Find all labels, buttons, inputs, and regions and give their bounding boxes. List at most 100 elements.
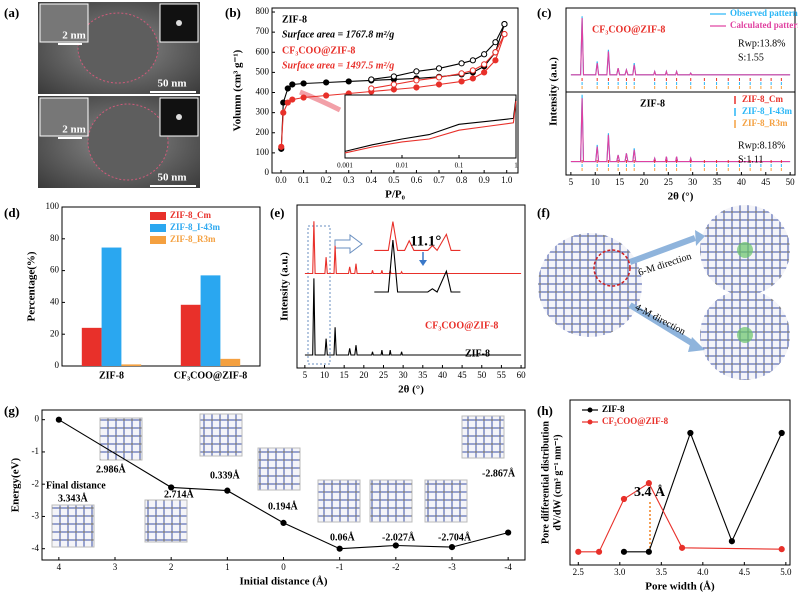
y-tick-label: -1	[32, 446, 40, 456]
x-tick-label: 3.5	[656, 567, 668, 577]
point	[481, 61, 488, 68]
structure-thumbnail	[144, 499, 188, 543]
point	[481, 69, 488, 76]
y-tick-label: 600	[256, 46, 270, 56]
arrow-head	[695, 230, 705, 246]
structure-thumbnail	[99, 417, 143, 461]
scale-label: 50 nm	[157, 172, 186, 184]
guest	[737, 242, 753, 258]
y-tick-label: 100	[256, 147, 270, 157]
legend-label: ZIF-8_R3m	[170, 234, 216, 244]
x-tick-label: 20	[639, 177, 649, 187]
annotation: 11.1°	[410, 233, 441, 249]
x-tick-label: 0.5	[388, 175, 400, 185]
point	[505, 529, 512, 536]
y-axis-label: Pore differential distribution	[540, 421, 551, 544]
series-label: ZIF-8	[465, 348, 490, 359]
x-axis-label: 2θ (°)	[668, 191, 694, 203]
x-tick-label: 40	[737, 177, 747, 187]
x-tick-label: 35	[418, 370, 428, 380]
x-tick-label: 1.0	[501, 175, 513, 185]
bar	[180, 304, 201, 366]
particle	[87, 103, 169, 181]
legend-label: ZIF-8	[602, 404, 625, 414]
annotation: Rwp:13.8%	[738, 38, 786, 49]
point	[336, 545, 343, 552]
legend-swatch	[150, 224, 166, 232]
point	[620, 548, 628, 555]
x-tick-label: 3.0	[614, 567, 626, 577]
x-tick-label: 0.6	[411, 175, 423, 185]
y-tick-label: 400	[256, 87, 270, 97]
legend-label: Calculated pattern	[730, 20, 798, 30]
structure-thumbnail	[461, 415, 505, 459]
point	[435, 81, 443, 88]
annotation: S:1.11	[738, 154, 763, 165]
series-line	[344, 97, 517, 152]
point	[778, 429, 785, 437]
y-tick-label: -2	[32, 478, 40, 488]
x-tick-label: 30	[399, 370, 409, 380]
point	[300, 80, 307, 87]
point	[501, 31, 508, 38]
annotation: 2.714Å	[164, 488, 195, 500]
bar	[220, 358, 241, 366]
point	[413, 77, 420, 84]
x-tick-label: 45	[761, 177, 771, 187]
legend-label: ZIF-8_I-43m	[170, 222, 220, 232]
x-tick-label: -1	[336, 562, 344, 572]
point	[392, 542, 399, 549]
legend-label: ZIF-8_I-43m	[742, 106, 792, 116]
x-tick-label: 60	[517, 370, 527, 380]
point	[435, 74, 443, 81]
y-axis-label: dV/dW (cm³ g⁻¹ nm⁻¹)	[552, 434, 563, 530]
x-tick-label: 0.4	[366, 175, 378, 185]
y-tick-label: 200	[256, 127, 270, 137]
point	[413, 68, 420, 75]
x-tick-label: 50	[786, 177, 796, 187]
x-tick-label: 1	[225, 562, 230, 572]
series-line	[58, 419, 509, 550]
point	[469, 67, 476, 74]
point	[284, 85, 291, 92]
series-line	[304, 278, 522, 356]
y-tick-label: 80	[50, 233, 60, 243]
y-axis-label: Volumn (cm³ g⁻¹)	[232, 49, 244, 131]
x-tick-label: 1	[514, 162, 518, 170]
point	[728, 538, 735, 545]
x-tick-label: 0.1	[298, 175, 309, 185]
x-tick-label: ZIF-8	[99, 370, 124, 381]
point	[280, 519, 287, 527]
x-axis-label: P/P₀	[385, 189, 405, 201]
structure-thumbnail	[257, 447, 301, 491]
x-tick-label: 30	[688, 177, 698, 187]
legend-label: ZIF-8_R3m	[742, 118, 788, 128]
fft-spot	[176, 20, 182, 26]
point	[390, 81, 397, 88]
y-tick-label: 20	[50, 328, 60, 338]
direction-label: 4-M direction	[633, 302, 687, 338]
x-tick-label: 25	[664, 177, 674, 187]
point	[687, 429, 694, 437]
annotation: -2.867Å	[482, 467, 516, 479]
y-tick-label: 700	[256, 26, 270, 36]
legend-label: ZIF-8_Cm	[170, 210, 211, 220]
annotation: 0.194Å	[268, 500, 299, 512]
peak-arrow-head	[419, 260, 427, 266]
point	[278, 143, 285, 150]
structure-images: 6-M direction 4-M direction	[538, 205, 790, 380]
x-tick-label: 5	[569, 177, 574, 187]
point	[778, 546, 785, 553]
point	[458, 78, 465, 85]
structure-thumbnail	[317, 479, 361, 523]
point	[413, 84, 420, 91]
panel-label: (a)	[4, 5, 19, 20]
highlight	[593, 249, 631, 287]
point	[435, 65, 443, 72]
x-tick-label: -3	[448, 562, 456, 572]
annotation: CF₃COO@ZIF-8	[592, 24, 665, 35]
point	[368, 85, 375, 92]
particle	[77, 12, 159, 84]
hrtem-inset	[39, 3, 89, 43]
